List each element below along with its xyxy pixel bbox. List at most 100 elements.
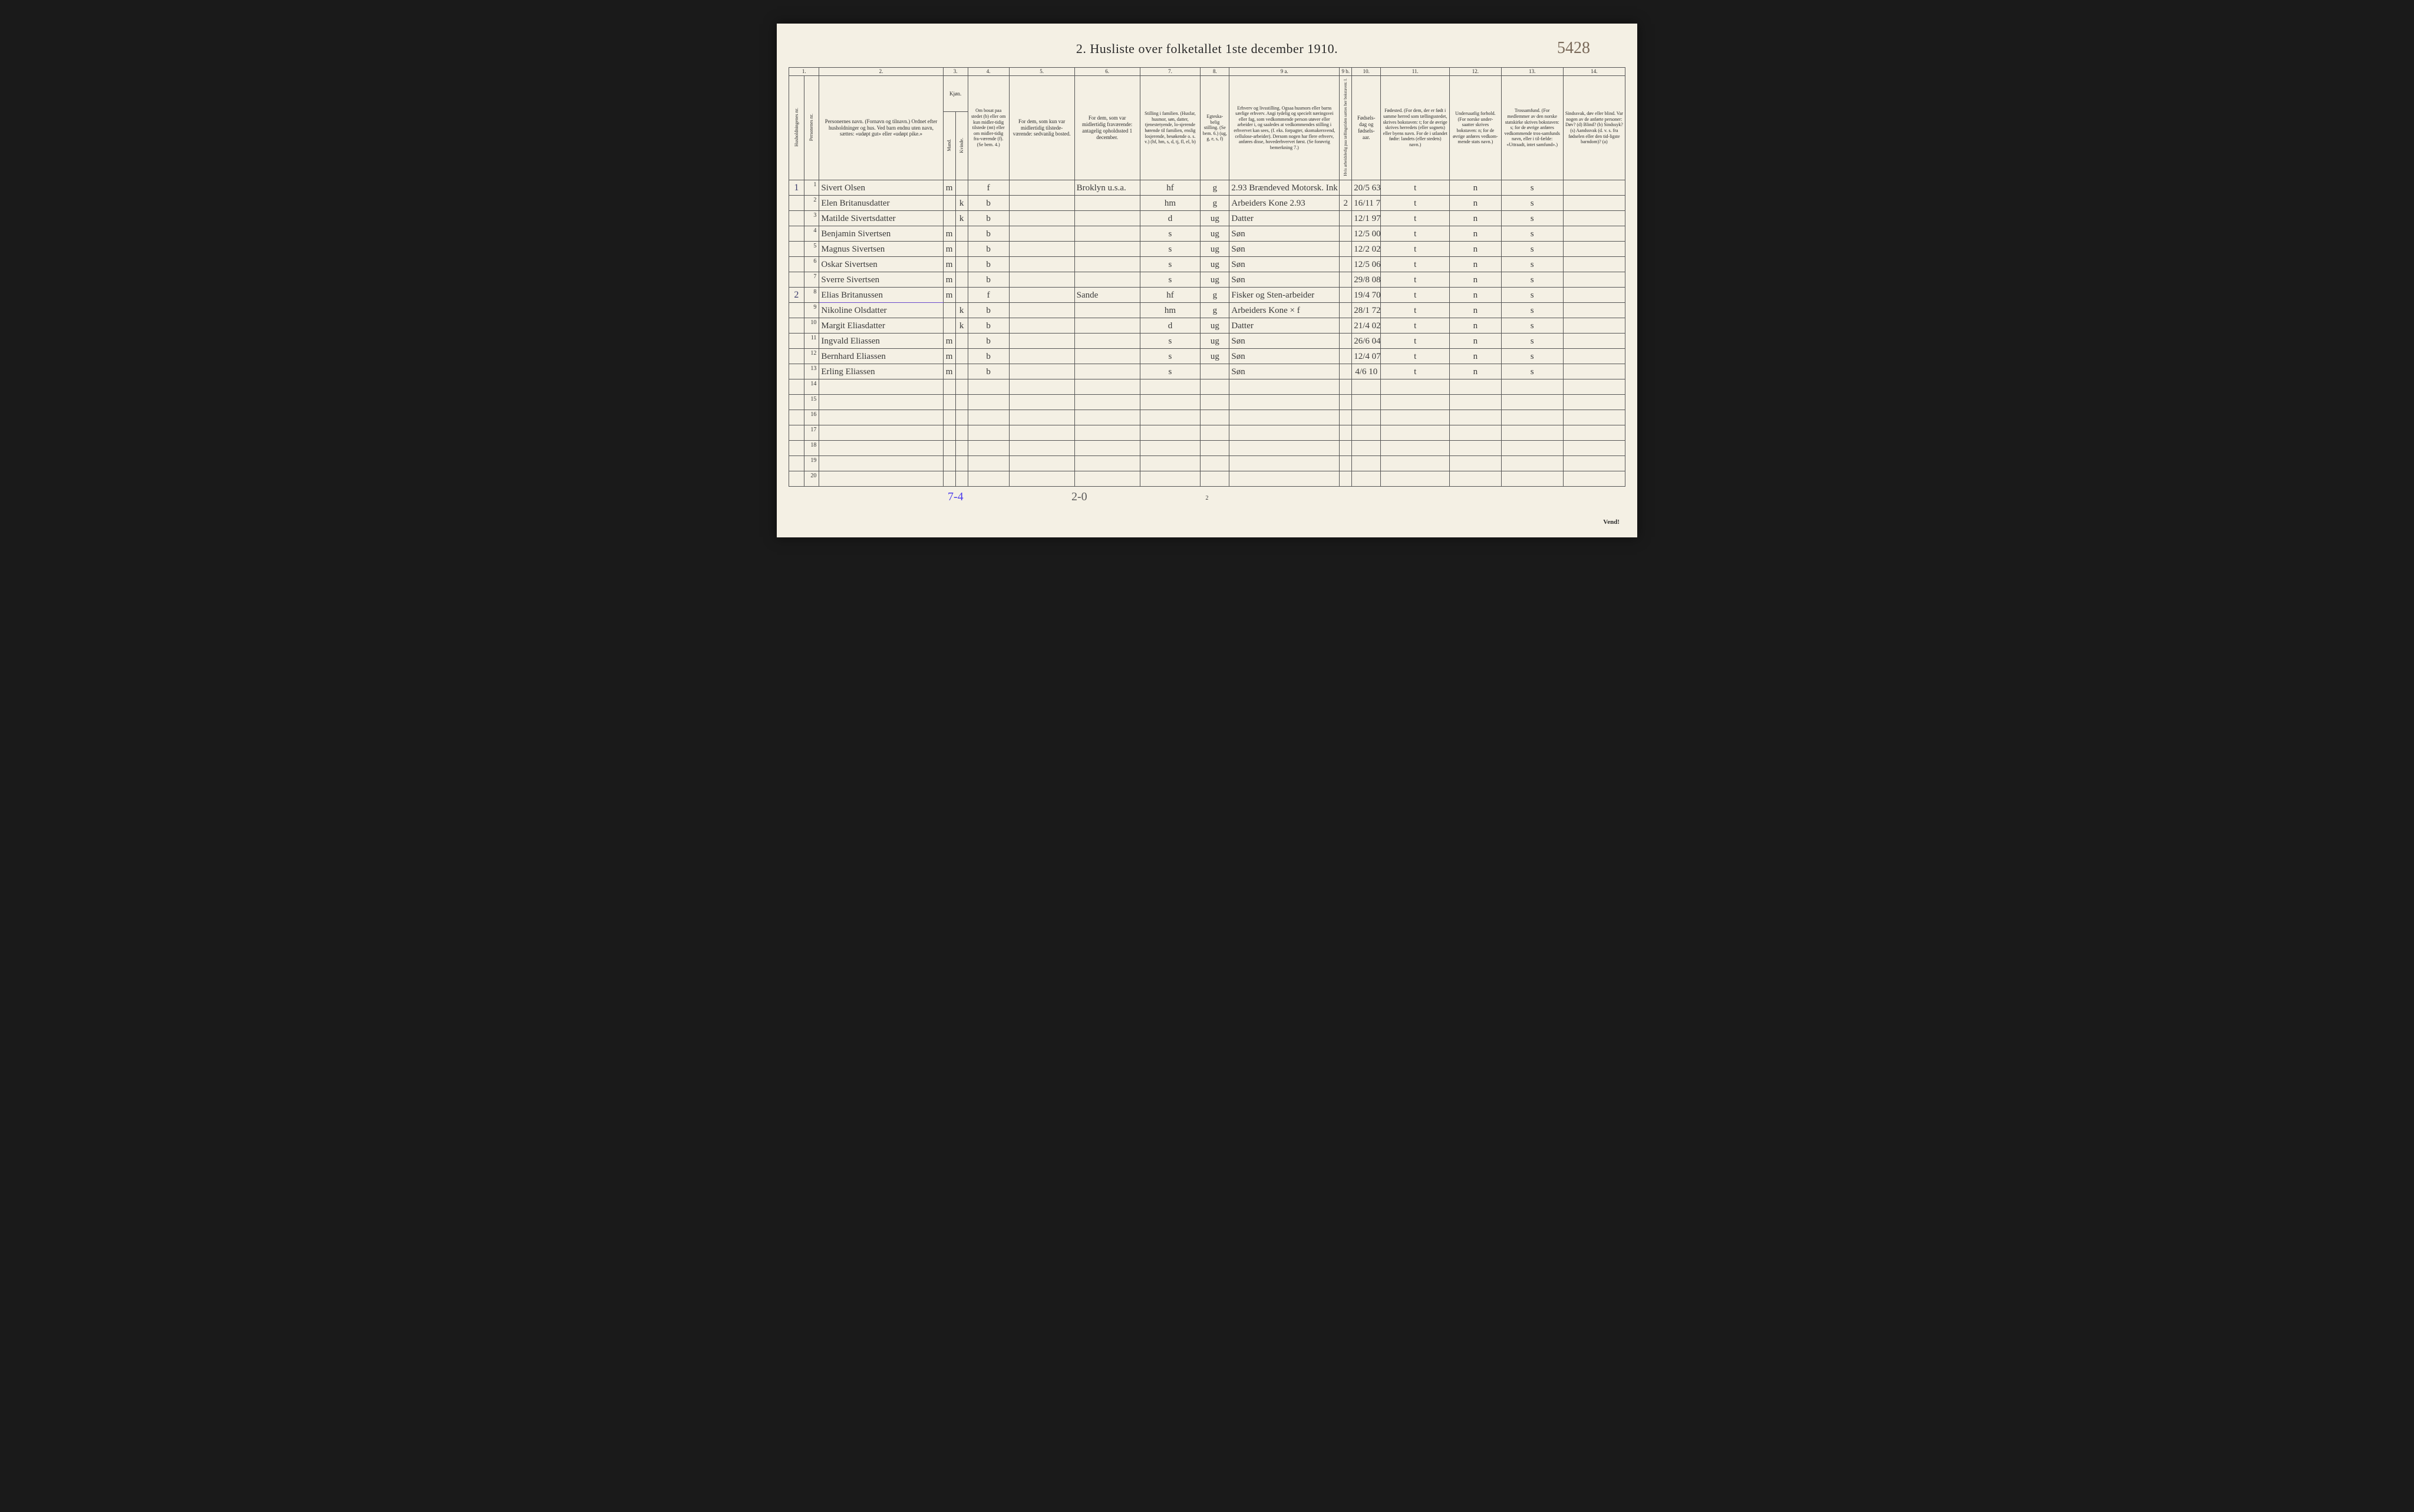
cell-mk2: k: [955, 303, 968, 318]
cell-c9b: [1340, 180, 1352, 196]
cell-c14: [1563, 364, 1625, 379]
table-head: 1. 2. 3. 4. 5. 6. 7. 8. 9 a. 9 b. 10. 11…: [789, 68, 1625, 180]
table-row: 11Ingvald EliassenmbsugSøn26/6 04tns: [789, 334, 1625, 349]
cell-rownum: 9: [804, 303, 819, 318]
cell-c8: ug: [1201, 242, 1229, 257]
cell-c8: g: [1201, 180, 1229, 196]
cell-c6: [1074, 410, 1140, 425]
cell-mk2: k: [955, 318, 968, 334]
cell-res: b: [968, 211, 1009, 226]
cell-name: [819, 379, 943, 395]
cell-c14: [1563, 379, 1625, 395]
cell-c7: hm: [1140, 303, 1201, 318]
cell-c13: s: [1501, 211, 1563, 226]
cell-c10: 29/8 08: [1352, 272, 1381, 288]
cell-c13: s: [1501, 334, 1563, 349]
cell-c13: s: [1501, 226, 1563, 242]
cell-c7: s: [1140, 364, 1201, 379]
table-row: 13Erling EliassenmbsSøn4/6 10tns: [789, 364, 1625, 379]
cell-c13: s: [1501, 196, 1563, 211]
cell-c8: ug: [1201, 257, 1229, 272]
cell-c11: [1381, 441, 1450, 456]
cell-c14: [1563, 226, 1625, 242]
cell-c7: [1140, 395, 1201, 410]
cell-c12: [1450, 425, 1502, 441]
cell-res: b: [968, 196, 1009, 211]
cell-hh: [789, 257, 804, 272]
cell-name: [819, 410, 943, 425]
cell-rownum: 12: [804, 349, 819, 364]
cell-name: Matilde Sivertsdatter: [819, 211, 943, 226]
cell-hh: [789, 272, 804, 288]
cell-c5: [1009, 379, 1074, 395]
cell-c11: t: [1381, 196, 1450, 211]
cell-c9b: [1340, 379, 1352, 395]
cell-mk: [943, 379, 955, 395]
table-row: 12Bernhard EliassenmbsugSøn12/4 07tns: [789, 349, 1625, 364]
cell-res: [968, 379, 1009, 395]
cell-c11: t: [1381, 318, 1450, 334]
table-row: 15: [789, 395, 1625, 410]
cell-c5: [1009, 410, 1074, 425]
cell-mk: [943, 410, 955, 425]
table-row: 18: [789, 441, 1625, 456]
cell-c6: [1074, 334, 1140, 349]
cell-c9b: [1340, 226, 1352, 242]
table-row: 19: [789, 456, 1625, 471]
cell-c5: [1009, 242, 1074, 257]
cell-c11: t: [1381, 180, 1450, 196]
cell-mk: [943, 425, 955, 441]
table-row: 7Sverre SivertsenmbsugSøn29/8 08tns: [789, 272, 1625, 288]
cell-c10: [1352, 425, 1381, 441]
cell-c8: g: [1201, 196, 1229, 211]
cell-c9a: [1229, 471, 1340, 487]
cell-c14: [1563, 425, 1625, 441]
cell-c5: [1009, 349, 1074, 364]
cell-c5: [1009, 226, 1074, 242]
cell-c14: [1563, 395, 1625, 410]
cell-c13: s: [1501, 272, 1563, 288]
cell-c5: [1009, 180, 1074, 196]
cell-c7: s: [1140, 334, 1201, 349]
cell-mk: [943, 196, 955, 211]
cell-mk2: [955, 395, 968, 410]
cell-c14: [1563, 303, 1625, 318]
cell-name: Benjamin Sivertsen: [819, 226, 943, 242]
cell-mk2: [955, 334, 968, 349]
cell-c14: [1563, 211, 1625, 226]
table-body: 11Sivert OlsenmfBroklyn u.s.a.hfg2.93 Br…: [789, 180, 1625, 487]
cell-c14: [1563, 349, 1625, 364]
cell-c8: [1201, 364, 1229, 379]
cell-c11: t: [1381, 364, 1450, 379]
cell-c11: t: [1381, 272, 1450, 288]
cell-c14: [1563, 196, 1625, 211]
cell-c6: [1074, 211, 1140, 226]
footer-pagenum: 2: [1206, 495, 1209, 501]
cell-c12: n: [1450, 180, 1502, 196]
cell-mk2: [955, 288, 968, 303]
cell-name: [819, 425, 943, 441]
cell-c12: n: [1450, 257, 1502, 272]
cell-c7: s: [1140, 257, 1201, 272]
hdr-family-position: Stilling i familien. (Husfar, husmor, sø…: [1140, 75, 1201, 180]
colnum-9a: 9 a.: [1229, 68, 1340, 76]
column-number-row: 1. 2. 3. 4. 5. 6. 7. 8. 9 a. 9 b. 10. 11…: [789, 68, 1625, 76]
table-row: 28Elias BritanussenmfSandehfgFisker og S…: [789, 288, 1625, 303]
column-label-row: Husholdningenes nr. Personenes nr. Perso…: [789, 75, 1625, 112]
cell-c9a: Søn: [1229, 272, 1340, 288]
cell-c6: [1074, 456, 1140, 471]
cell-c10: [1352, 471, 1381, 487]
cell-c6: [1074, 242, 1140, 257]
cell-name: Sivert Olsen: [819, 180, 943, 196]
cell-c9b: [1340, 395, 1352, 410]
cell-c12: n: [1450, 211, 1502, 226]
cell-c9a: Søn: [1229, 334, 1340, 349]
cell-c14: [1563, 410, 1625, 425]
cell-c9a: Søn: [1229, 349, 1340, 364]
cell-c5: [1009, 364, 1074, 379]
cell-c13: s: [1501, 257, 1563, 272]
cell-c13: [1501, 395, 1563, 410]
cell-hh: [789, 334, 804, 349]
cell-c7: hf: [1140, 288, 1201, 303]
cell-c12: n: [1450, 242, 1502, 257]
